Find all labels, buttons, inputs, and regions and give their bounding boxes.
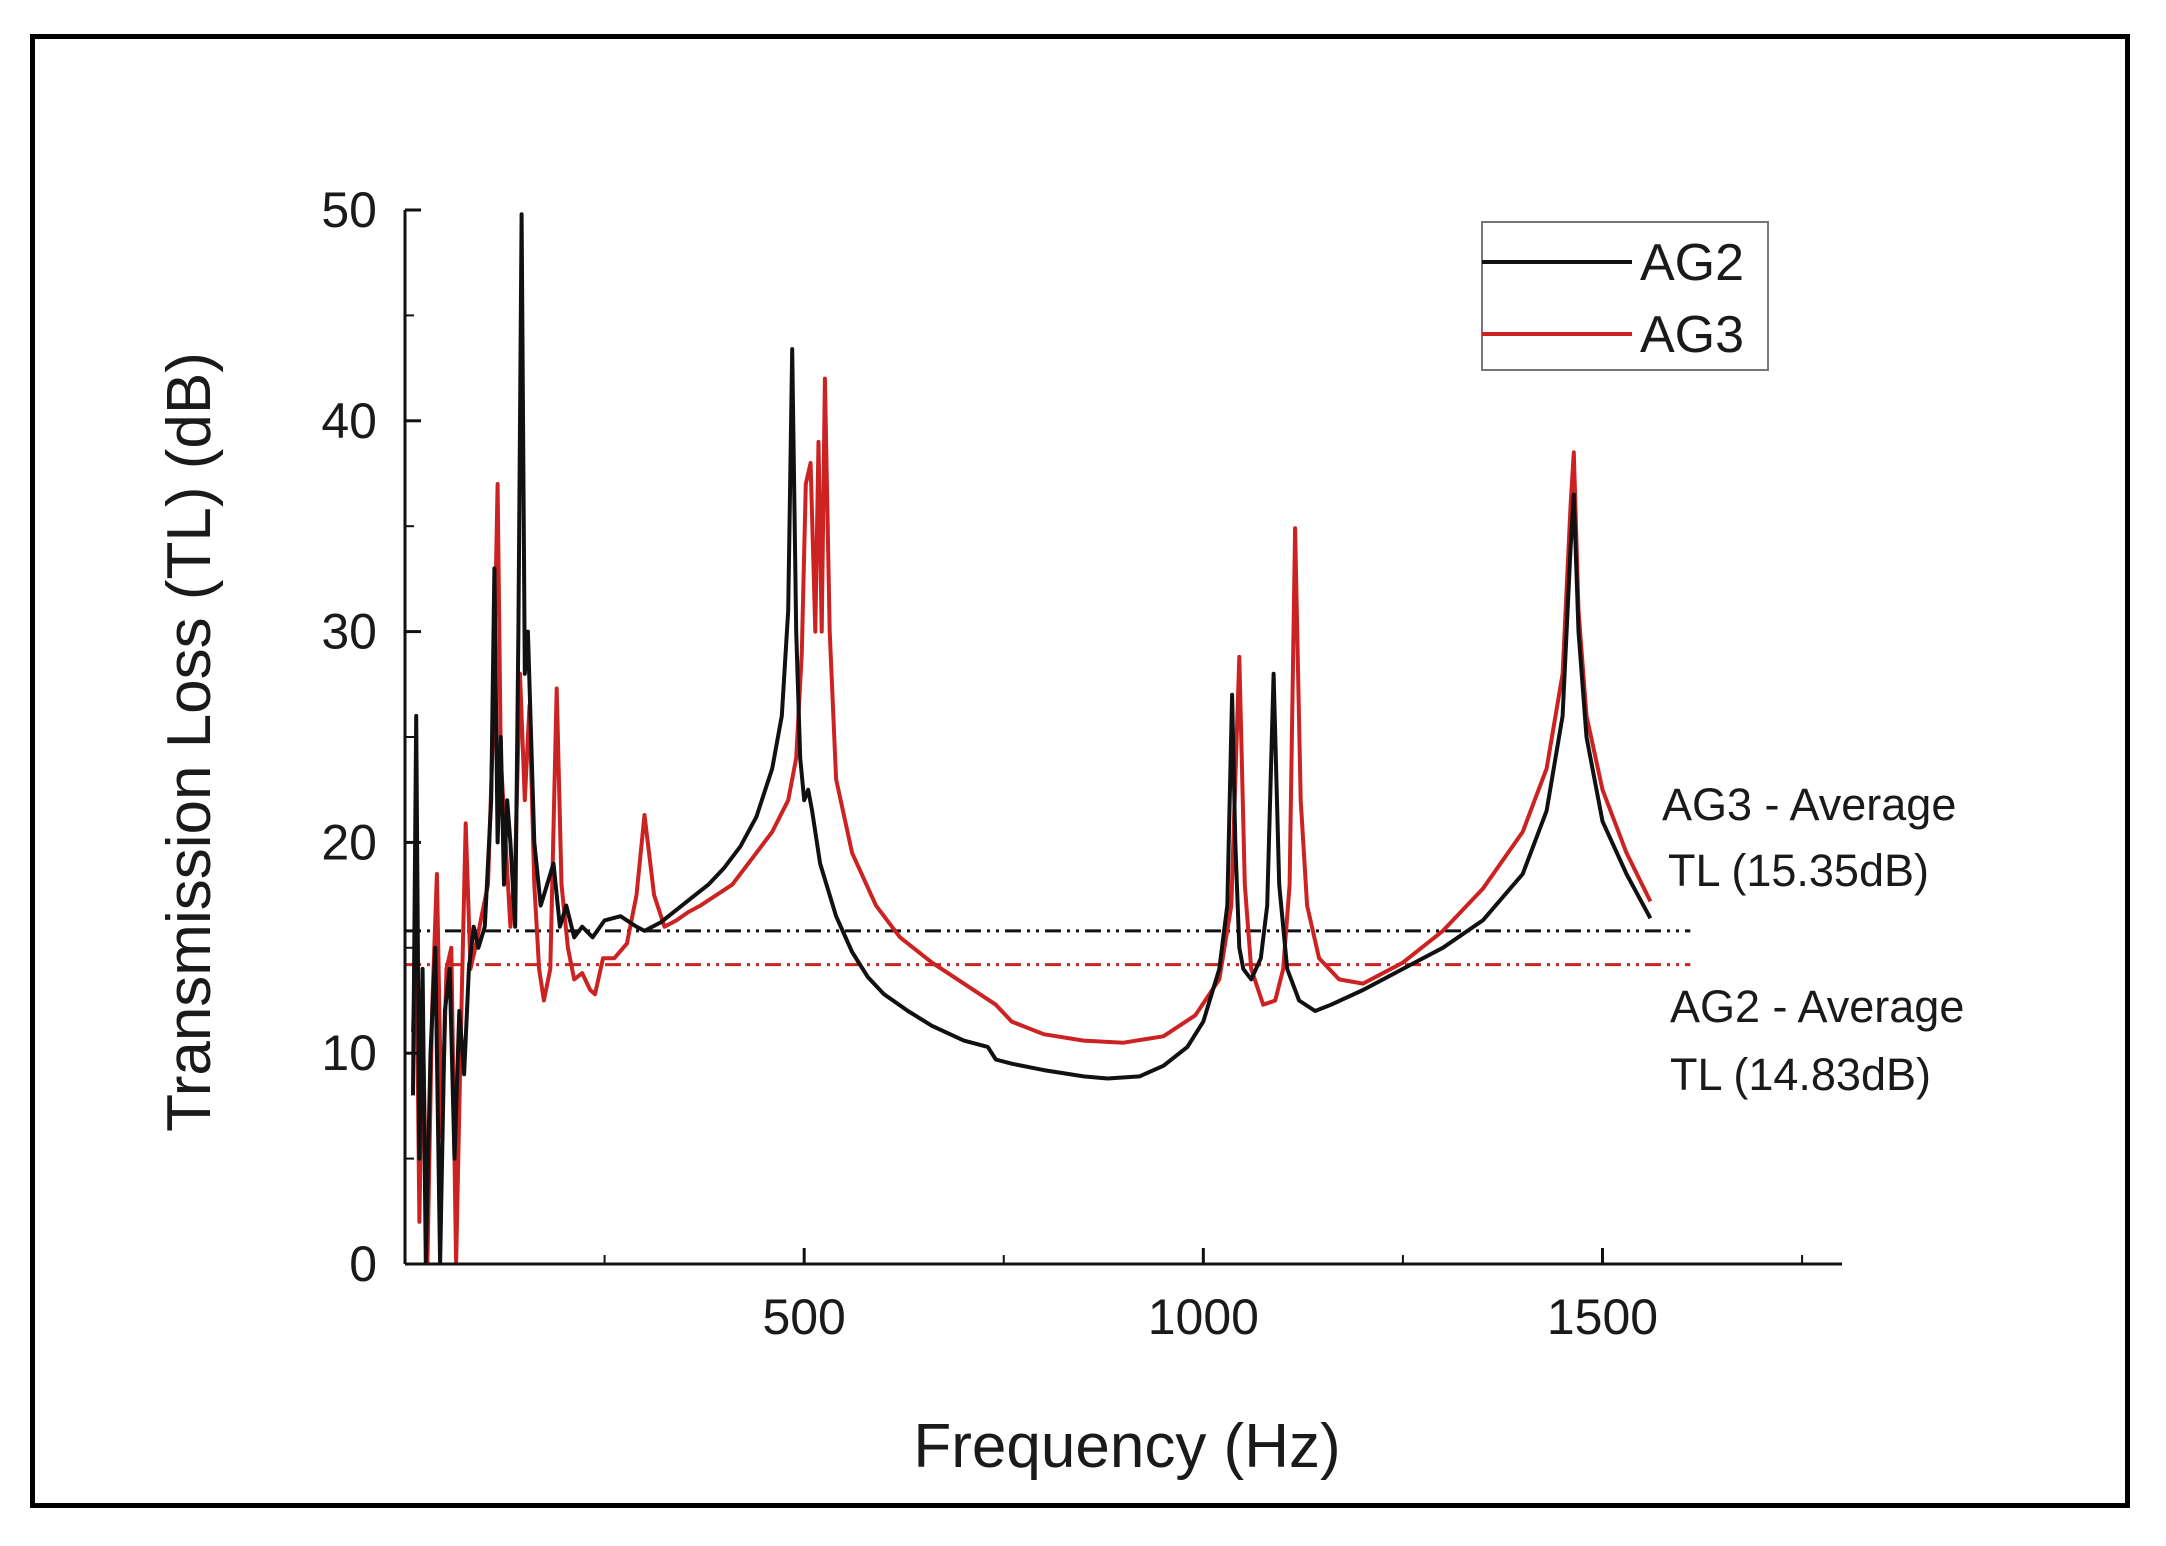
- annotation-ag2-line2: TL (14.83dB): [1670, 1049, 1931, 1100]
- legend-label-ag2: AG2: [1640, 234, 1744, 292]
- annotation-ag3-line1: AG3 - Average: [1662, 779, 1956, 830]
- annotations: AG3 - Average TL (15.35dB) AG2 - Average…: [1662, 779, 1964, 1100]
- y-tick-label-0: 0: [349, 1236, 377, 1292]
- x-tick-label-1500: 1500: [1547, 1289, 1658, 1345]
- legend-label-ag3: AG3: [1640, 306, 1744, 364]
- annotation-ag2-line1: AG2 - Average: [1670, 981, 1964, 1032]
- x-axis-title: Frequency (Hz): [913, 1412, 1340, 1481]
- plot-lines: [405, 212, 1691, 1264]
- legend: AG2 AG3: [1481, 221, 1769, 371]
- legend-box: [1481, 221, 1769, 371]
- y-tick-label-50: 50: [321, 182, 377, 238]
- y-tick-label-10: 10: [321, 1025, 377, 1081]
- series-line-ag3: [411, 376, 1653, 1264]
- series-line-ag2: [411, 212, 1653, 1264]
- y-tick-label-30: 30: [321, 604, 377, 660]
- x-tick-label-1000: 1000: [1148, 1289, 1259, 1345]
- chart-frame: [30, 34, 2130, 1508]
- y-tick-label-20: 20: [321, 814, 377, 870]
- axes: 0 10 20 30 40 50 500 1000 1500: [321, 182, 1842, 1345]
- annotation-ag3-line2: TL (15.35dB): [1668, 845, 1929, 896]
- y-axis-title: Transmission Loss (TL) (dB): [155, 352, 224, 1132]
- x-tick-label-500: 500: [762, 1289, 845, 1345]
- y-tick-label-40: 40: [321, 393, 377, 449]
